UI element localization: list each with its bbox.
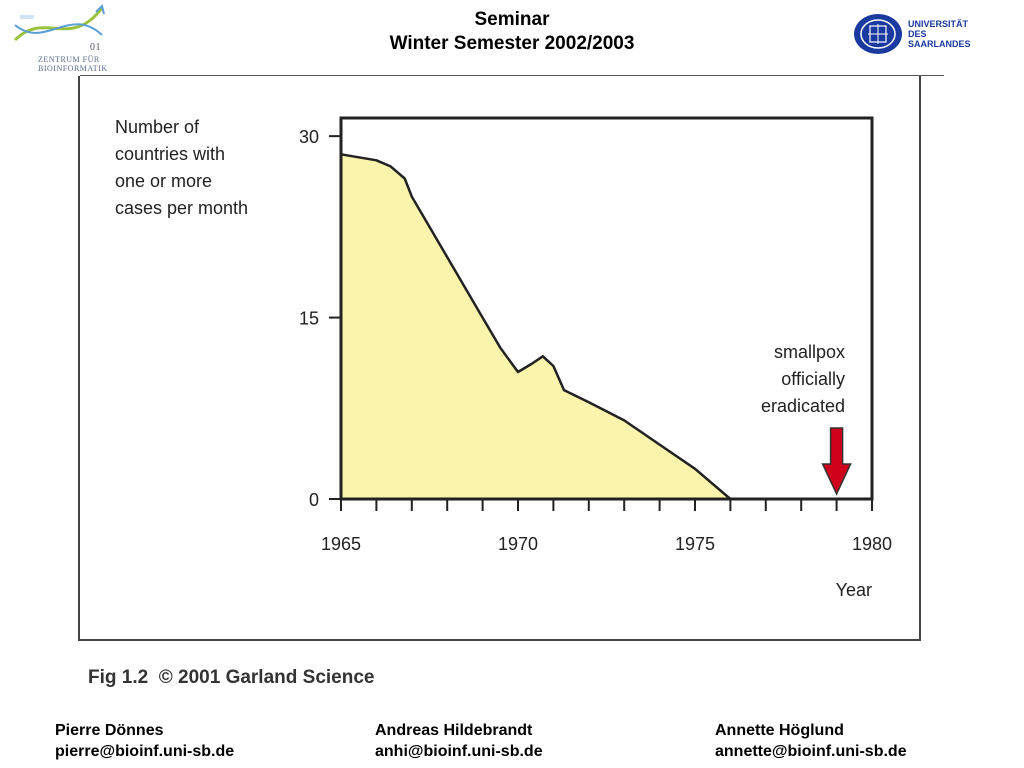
- page-title: Seminar Winter Semester 2002/2003: [300, 8, 724, 56]
- data-line: [340, 153, 732, 500]
- university-logo: UNIVERSITÄT DES SAARLANDES: [852, 12, 992, 60]
- logo-text-line2: BIOINFORMATIK: [38, 64, 108, 73]
- title-line-1: Seminar: [474, 9, 550, 30]
- x-tick-label: 1970: [498, 534, 538, 554]
- author-2: Andreas Hildebrandt anhi@bioinf.uni-sb.d…: [375, 720, 543, 762]
- bioinformatics-logo: 01 ZENTRUM FÜR BIOINFORMATIK: [10, 0, 135, 75]
- x-tick-label: 1980: [852, 534, 892, 554]
- plot-frame: [339, 116, 874, 501]
- smallpox-chart: 1965 1970 1975 1980 0 15 30 Number of countries …: [115, 116, 892, 600]
- eradication-arrow: [821, 427, 852, 496]
- y-tick-label: 0: [309, 490, 319, 510]
- author-1: Pierre Dönnes pierre@bioinf.uni-sb.de: [55, 720, 234, 762]
- x-axis-label: Year: [836, 580, 872, 600]
- y-axis-label: Number of countries with one or more cases …: [115, 117, 248, 218]
- author-email: pierre@bioinf.uni-sb.de: [55, 743, 235, 760]
- university-name-line1: UNIVERSITÄT: [908, 19, 969, 29]
- y-tick-label: 15: [299, 309, 319, 329]
- logo-digits: 01: [90, 42, 101, 53]
- figure-caption: Fig 1.2 © 2001 Garland Science: [88, 667, 375, 688]
- x-tick-label: 1965: [321, 534, 361, 554]
- university-seal-icon: [854, 14, 902, 54]
- author-email: anhi@bioinf.uni-sb.de: [375, 743, 543, 760]
- author-3: Annette Höglund annette@bioinf.uni-sb.de: [715, 720, 907, 762]
- data-area: [341, 154, 731, 500]
- y-tick-label: 30: [299, 127, 319, 147]
- author-name: Annette Höglund: [715, 722, 844, 739]
- bioinformatics-helix-icon: [13, 4, 105, 42]
- author-email: annette@bioinf.uni-sb.de: [715, 743, 907, 760]
- logo-text-line1: ZENTRUM FÜR: [38, 55, 100, 64]
- university-name-line3: SAARLANDES: [908, 39, 971, 49]
- author-name: Pierre Dönnes: [55, 722, 164, 739]
- university-name-line2: DES: [908, 29, 927, 39]
- figure-frame: 1965 1970 1975 1980 0 15 30 Number of countries …: [78, 76, 921, 641]
- x-tick-label: 1975: [675, 534, 715, 554]
- author-name: Andreas Hildebrandt: [375, 722, 533, 739]
- header-divider: [80, 75, 944, 76]
- annotation-text: smallpox officially eradicated: [761, 342, 845, 416]
- title-line-2: Winter Semester 2002/2003: [389, 33, 635, 54]
